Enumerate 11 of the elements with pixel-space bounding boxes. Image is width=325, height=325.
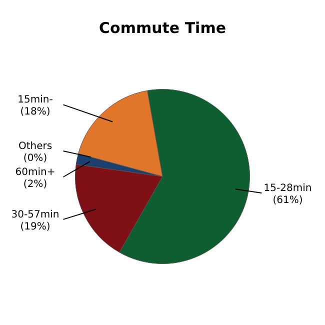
- data-label: (61%): [272, 195, 303, 206]
- slice-label: 30-57min: [11, 209, 60, 220]
- chart-title: Commute Time: [99, 18, 226, 37]
- data-label: (19%): [20, 221, 50, 232]
- category-label: Others: [18, 141, 52, 152]
- data-label: (18%): [20, 106, 50, 118]
- text: (0%): [23, 153, 48, 164]
- slice-label: 60min+: [15, 167, 56, 178]
- data-label: (2%): [23, 179, 48, 190]
- slice-label: 15-28min: [264, 183, 312, 194]
- slice-label: 15min-: [18, 94, 54, 106]
